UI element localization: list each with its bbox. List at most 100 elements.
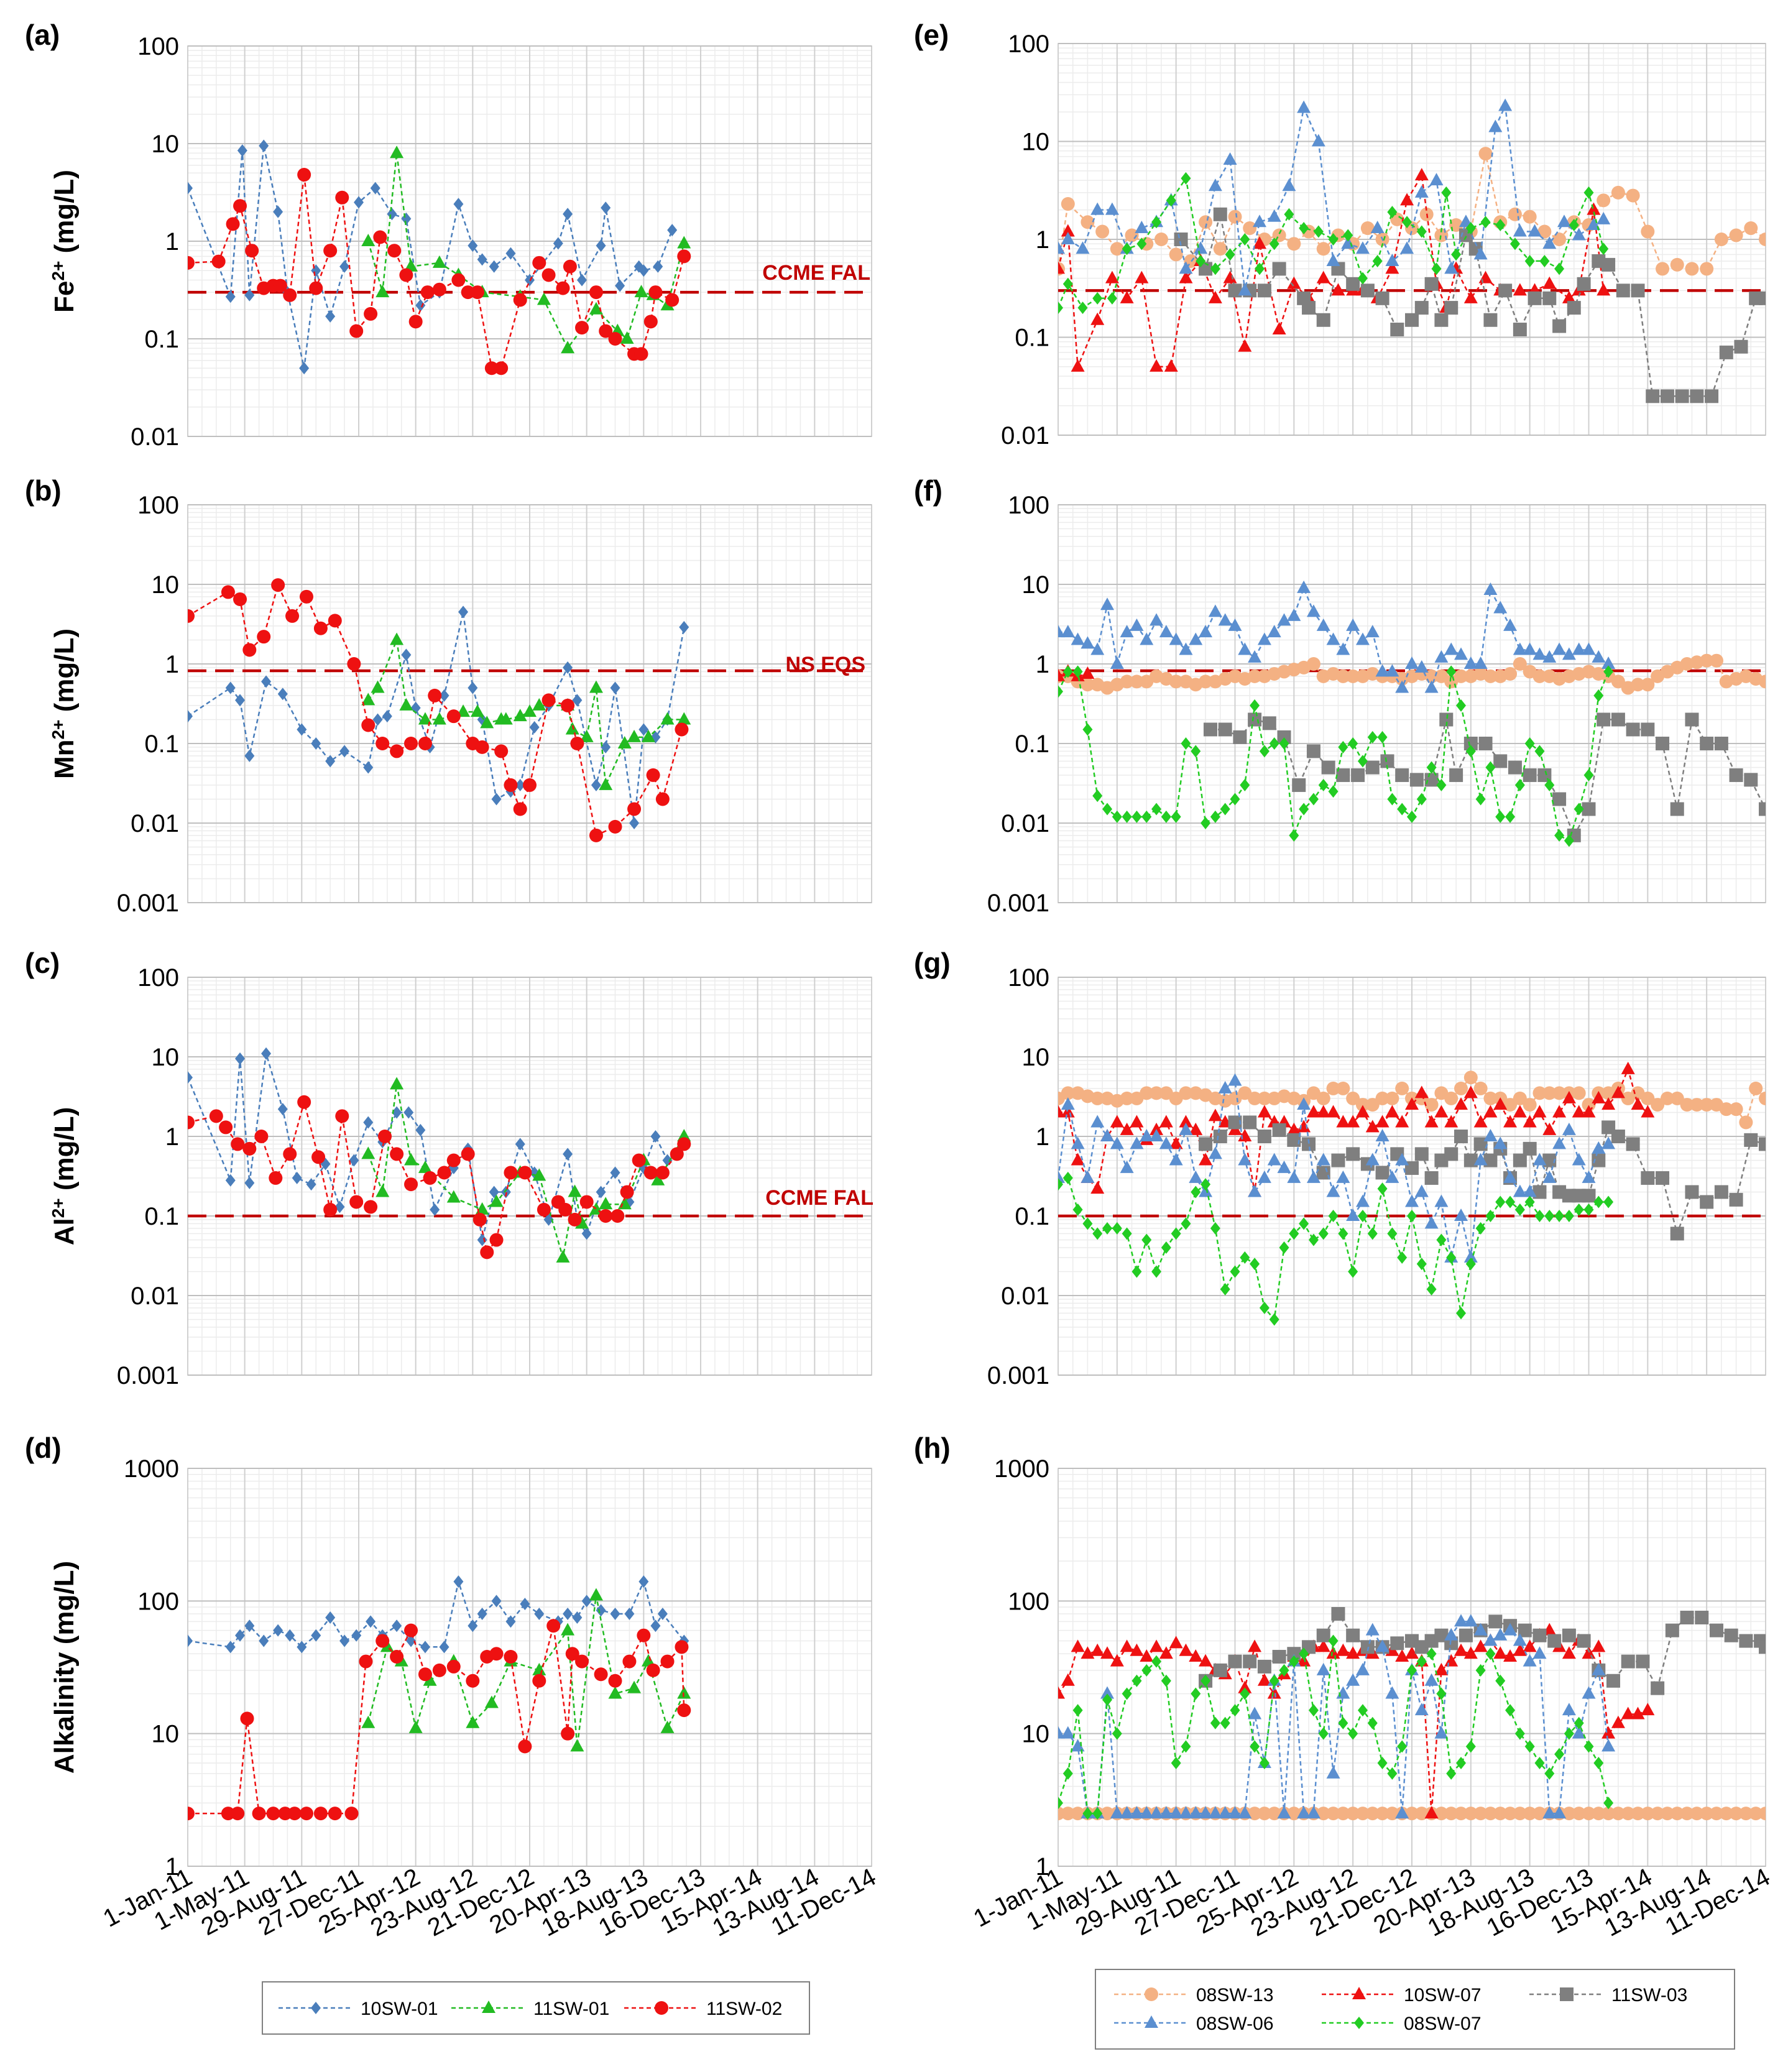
data-point — [1547, 1634, 1562, 1648]
data-point — [1651, 1807, 1665, 1821]
data-point — [1259, 1301, 1270, 1314]
data-point — [446, 1659, 461, 1674]
data-point — [1523, 1098, 1537, 1112]
data-point — [1528, 291, 1542, 305]
data-point — [1102, 803, 1113, 816]
data-point — [235, 694, 246, 707]
data-point — [1680, 1098, 1694, 1112]
data-point — [1248, 650, 1262, 663]
data-point — [1631, 283, 1645, 298]
data-point — [1228, 1654, 1242, 1669]
data-point — [1593, 1195, 1604, 1209]
data-point — [1375, 1091, 1389, 1105]
data-point — [1223, 270, 1237, 283]
legend-marker — [1145, 2015, 1158, 2028]
data-point — [1542, 1086, 1557, 1100]
data-point — [1272, 1123, 1286, 1137]
panel-label: (d) — [25, 1432, 62, 1464]
data-point — [1700, 1807, 1714, 1821]
data-point — [261, 675, 272, 688]
data-point — [1299, 1647, 1309, 1660]
data-point — [1454, 1130, 1468, 1143]
data-point — [235, 1629, 246, 1642]
data-point — [328, 1807, 342, 1821]
data-point — [1308, 1704, 1319, 1717]
data-point — [399, 698, 413, 711]
data-point — [1248, 1706, 1262, 1720]
data-point — [1357, 755, 1368, 768]
data-point — [1593, 1756, 1604, 1769]
data-point — [299, 362, 310, 375]
data-point — [1346, 1673, 1360, 1686]
data-point — [1257, 632, 1271, 645]
data-point — [1557, 214, 1571, 228]
data-point — [1473, 1807, 1488, 1821]
data-point — [575, 321, 589, 335]
data-point — [1513, 642, 1527, 655]
data-point — [390, 1649, 404, 1664]
data-point — [1357, 272, 1368, 285]
data-point — [1532, 1628, 1547, 1642]
data-point — [1542, 1153, 1557, 1167]
data-point — [1377, 1756, 1388, 1769]
data-point — [660, 712, 675, 725]
data-point — [1253, 236, 1267, 249]
data-point — [297, 723, 307, 736]
data-point — [1690, 389, 1704, 403]
data-point — [1179, 261, 1193, 274]
legend-entry-11sw-01: 11SW-01 — [451, 1999, 609, 2019]
data-point — [1346, 1807, 1360, 1821]
data-point — [1524, 1740, 1535, 1753]
data-point — [1729, 768, 1743, 782]
data-point — [1208, 1806, 1222, 1819]
data-point — [563, 208, 573, 221]
data-point — [1336, 1170, 1350, 1183]
data-point — [1061, 1807, 1075, 1821]
data-point — [1257, 1673, 1271, 1686]
data-point — [1513, 283, 1527, 296]
panel-label: (g) — [914, 947, 951, 979]
data-point — [1636, 1654, 1650, 1669]
series-11sw-03 — [1203, 712, 1766, 842]
data-point — [568, 1212, 582, 1227]
data-point — [1346, 1091, 1360, 1105]
data-point — [399, 268, 413, 282]
data-point — [1454, 1807, 1468, 1821]
data-point — [1297, 100, 1311, 113]
y-axis-title-main: Al — [49, 1218, 80, 1245]
data-point — [1552, 1136, 1567, 1149]
data-point — [553, 237, 563, 250]
data-point — [1759, 1807, 1766, 1821]
data-point — [1434, 650, 1449, 663]
data-point — [1169, 632, 1183, 645]
data-point — [1395, 1806, 1409, 1819]
data-point — [468, 1619, 478, 1632]
data-point — [1641, 1807, 1655, 1821]
data-point — [1297, 580, 1311, 593]
data-point — [1058, 1797, 1063, 1810]
data-point — [466, 1715, 480, 1728]
legend-box — [1095, 1969, 1735, 2050]
data-point — [1199, 215, 1213, 229]
data-point — [1414, 185, 1429, 198]
data-point — [1562, 1703, 1576, 1716]
data-point — [1326, 1766, 1340, 1779]
data-point — [1759, 1640, 1766, 1654]
legend-marker — [1352, 1987, 1366, 1999]
data-point — [1574, 1716, 1584, 1729]
data-point — [339, 260, 350, 273]
data-point — [599, 777, 613, 790]
data-point — [1365, 1098, 1380, 1112]
data-point — [188, 1634, 193, 1647]
data-point — [646, 768, 660, 782]
data-point — [1308, 1233, 1319, 1246]
data-point — [1603, 1797, 1614, 1810]
data-point — [1210, 810, 1220, 823]
data-point — [563, 259, 577, 274]
data-point — [1465, 745, 1476, 758]
data-point — [484, 1695, 499, 1708]
data-point — [1631, 1807, 1645, 1821]
data-point — [1375, 1639, 1389, 1652]
data-point — [1626, 188, 1640, 203]
